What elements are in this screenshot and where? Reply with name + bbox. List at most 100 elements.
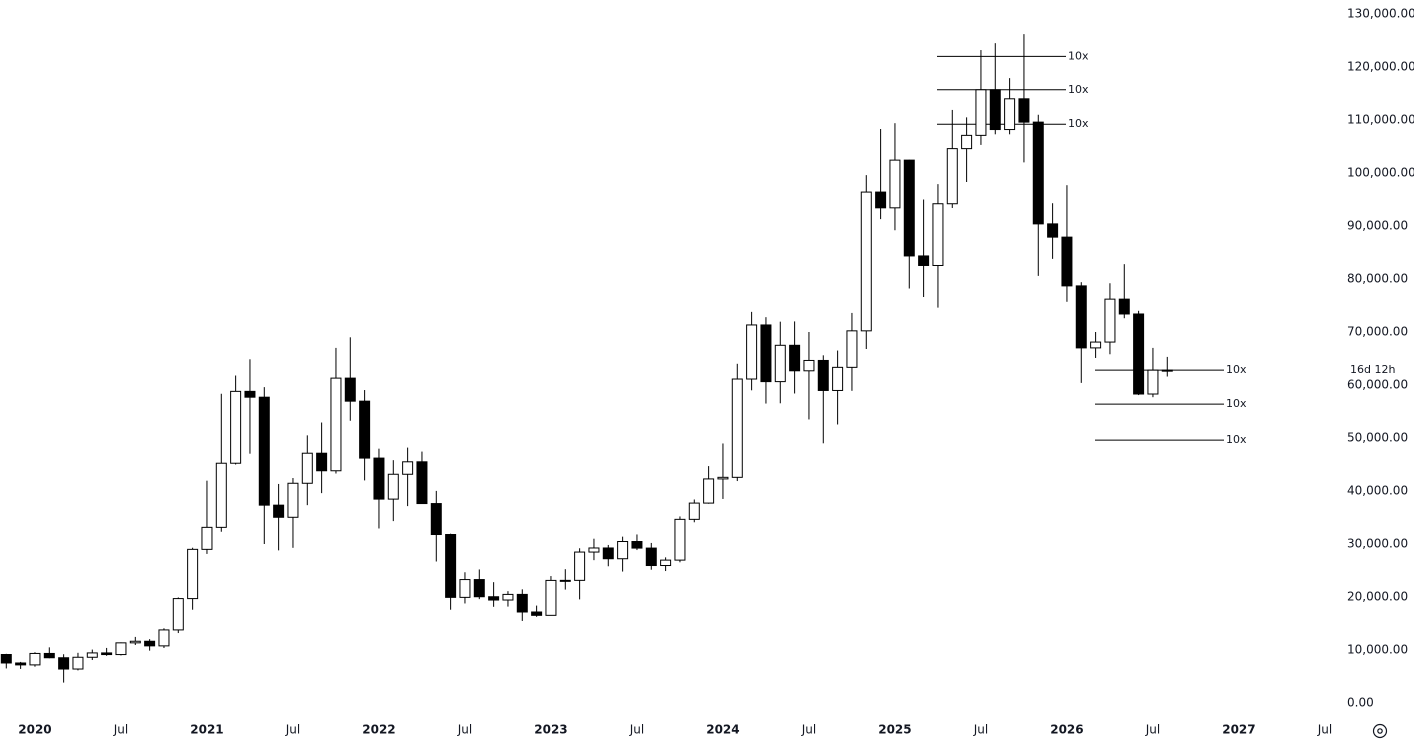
x-tick-label: 2026 [1050, 723, 1083, 737]
candle-body [1090, 341, 1102, 349]
x-tick-label: Jul [1317, 723, 1332, 737]
x-tick-label: Jul [457, 723, 472, 737]
settings-gear[interactable] [1372, 723, 1388, 739]
candle-body [1075, 285, 1087, 349]
candle-body [373, 457, 385, 500]
candle-body [1032, 121, 1044, 225]
candle-body [459, 579, 471, 598]
x-tick-label: 2023 [534, 723, 567, 737]
candle-body [258, 396, 270, 506]
candle-body [402, 461, 414, 475]
x-tick-label: 2025 [878, 723, 911, 737]
candle-body [717, 476, 729, 480]
y-tick-label: 40,000.00 [1347, 484, 1408, 498]
level-label: 10x [1068, 83, 1089, 96]
candle-body [803, 359, 815, 372]
candle-body [703, 478, 715, 504]
candle-body [15, 662, 27, 666]
candle-body [43, 652, 55, 659]
candle-body [430, 503, 442, 536]
x-tick-label: 2027 [1222, 723, 1255, 737]
candle-body [746, 324, 758, 380]
candle-body [860, 191, 872, 332]
candle-body [115, 642, 127, 656]
candle-body [631, 541, 643, 549]
candle-body [230, 390, 242, 464]
candle-body [1047, 223, 1059, 238]
level-label: 10x [1068, 49, 1089, 62]
candle-body [875, 191, 887, 209]
x-tick-label: Jul [285, 723, 300, 737]
level-label: 10x [1226, 363, 1247, 376]
candle-body [1104, 298, 1116, 343]
candle-body [416, 461, 428, 505]
settings-icon[interactable] [1372, 723, 1388, 739]
candle-body [215, 462, 227, 528]
candle-body [244, 390, 256, 398]
candle-body [846, 330, 858, 368]
candle-body [201, 526, 213, 550]
candle-body [617, 541, 629, 560]
candle-body [101, 652, 113, 656]
y-tick-label: 60,000.00 [1347, 378, 1408, 392]
countdown-label: 16d 12h [1350, 363, 1395, 376]
candle-body [445, 534, 457, 598]
candle-body [86, 652, 98, 658]
candle-body [989, 89, 1001, 131]
candle-body [731, 378, 743, 478]
candle-body [688, 502, 700, 520]
candle-body [1004, 98, 1016, 131]
candle-body [602, 547, 614, 560]
candle-body [488, 596, 500, 601]
candle-body [0, 654, 12, 664]
y-tick-label: 120,000.00 [1347, 60, 1414, 74]
candle-body [1118, 298, 1130, 315]
candle-body [158, 629, 170, 647]
settings-center[interactable] [1377, 728, 1383, 734]
y-tick-label: 50,000.00 [1347, 431, 1408, 445]
candle-body [387, 473, 399, 500]
candle-body [58, 657, 70, 670]
y-tick-label: 70,000.00 [1347, 325, 1408, 339]
candle-body [574, 551, 586, 581]
candle-body [316, 452, 328, 472]
x-tick-label: Jul [1145, 723, 1160, 737]
candle-body [918, 255, 930, 266]
candle-body [588, 547, 600, 553]
level-label: 10x [1226, 397, 1247, 410]
x-tick-label: 2021 [190, 723, 223, 737]
candle-body [187, 548, 199, 600]
x-tick-label: 2020 [18, 723, 51, 737]
candle-body [817, 359, 829, 391]
x-tick-label: Jul [629, 723, 644, 737]
candle-body [301, 452, 313, 484]
level-label: 10x [1226, 433, 1247, 446]
candle-body [273, 504, 285, 518]
x-tick-label: 2024 [706, 723, 739, 737]
candle-body [889, 159, 901, 209]
candle-body [344, 377, 356, 402]
y-tick-label: 80,000.00 [1347, 272, 1408, 286]
candle-body [129, 640, 141, 644]
candle-body [172, 598, 184, 631]
candle-body [774, 344, 786, 383]
candle-body [1133, 313, 1145, 395]
candle-body [645, 547, 657, 567]
candle-body [531, 611, 543, 616]
y-tick-label: 90,000.00 [1347, 219, 1408, 233]
candle-body [144, 640, 156, 647]
y-tick-label: 0.00 [1347, 696, 1374, 710]
candle-body [545, 579, 557, 616]
y-tick-label: 20,000.00 [1347, 590, 1408, 604]
candle-body [559, 579, 571, 582]
candle-body [789, 344, 801, 372]
candle-body [516, 593, 528, 613]
x-tick-label: Jul [113, 723, 128, 737]
y-tick-label: 100,000.00 [1347, 166, 1414, 180]
candle-body [72, 656, 84, 670]
candle-body [1147, 369, 1159, 395]
x-tick-label: Jul [973, 723, 988, 737]
candle-body [975, 89, 987, 136]
candle-body [903, 159, 915, 257]
candle-body [359, 400, 371, 459]
